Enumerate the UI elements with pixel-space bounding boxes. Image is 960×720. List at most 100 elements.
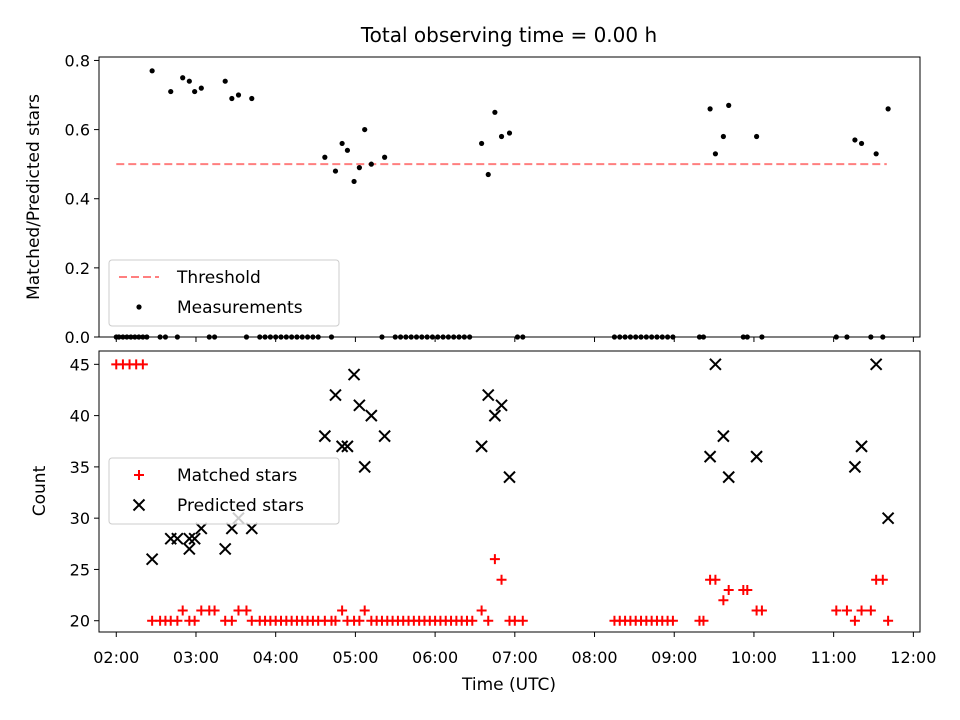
matched-stars-point: [489, 554, 500, 565]
predicted-stars-point: [195, 522, 208, 535]
predicted-stars-point: [475, 440, 488, 453]
measurement-point: [479, 140, 485, 147]
matched-stars-point: [831, 605, 842, 616]
matched-stars-point: [209, 605, 220, 616]
y-tick-label: 0.0: [65, 328, 90, 347]
legend-label: Predicted stars: [177, 496, 304, 516]
legend-predicted-swatch: [132, 498, 146, 512]
measurement-point: [198, 85, 204, 91]
ratio-plot-frame: [98, 56, 921, 338]
predicted-stars-point: [358, 460, 371, 474]
x-tick-label: 02:00: [93, 648, 139, 667]
matched-stars-point: [354, 615, 365, 626]
matched-stars-point: [189, 615, 200, 626]
measurement-point: [726, 102, 732, 108]
predicted-stars-point: [347, 368, 361, 381]
y-tick-label: 0.6: [65, 121, 90, 140]
x-tick-label: 04:00: [253, 648, 299, 667]
predicted-stars-point: [188, 532, 201, 545]
legend-frame: [108, 457, 340, 525]
measurement-point: [858, 140, 865, 147]
matched-stars-point: [226, 615, 237, 626]
predicted-stars-point: [218, 542, 232, 556]
x-tick-label: 06:00: [412, 648, 458, 667]
matched-stars-point: [667, 615, 678, 626]
predicted-stars-point: [869, 358, 883, 371]
y-tick-label: 45: [70, 355, 90, 374]
measurement-point: [852, 137, 858, 143]
measurement-point: [712, 151, 719, 157]
measurement-point: [707, 106, 713, 112]
measurement-point: [249, 95, 255, 102]
legend-frame: [108, 259, 340, 327]
predicted-stars-point: [703, 450, 717, 463]
y-tick-label: 20: [70, 612, 90, 631]
matched-stars-point: [865, 605, 876, 616]
measurement-point: [368, 161, 374, 167]
ratio-legend: Threshold Measurements: [108, 259, 340, 327]
matched-stars-point: [137, 359, 148, 370]
x-tick-label: 07:00: [492, 648, 538, 667]
predicted-stars-point: [353, 399, 366, 412]
measurement-point: [229, 95, 235, 102]
x-tick-label: 03:00: [173, 648, 219, 667]
matched-stars-point: [517, 615, 528, 626]
predicted-stars-point: [171, 532, 184, 545]
predicted-stars-point: [318, 429, 332, 443]
matched-stars-point: [476, 605, 487, 616]
predicted-stars-point: [183, 532, 196, 545]
predicted-stars-point: [881, 511, 895, 525]
y-tick-label: 35: [70, 458, 90, 477]
matched-stars-point: [718, 595, 729, 606]
predicted-stars-point: [183, 542, 196, 556]
predicted-stars-point: [482, 388, 495, 402]
matched-stars-point: [698, 615, 709, 626]
matched-stars-point: [841, 605, 852, 616]
count-plot-frame: [98, 350, 921, 633]
matched-stars-point: [359, 605, 370, 616]
measurement-point: [506, 130, 513, 136]
measurement-point: [168, 88, 174, 95]
y-tick-label: 0.8: [65, 51, 90, 70]
predicted-stars-point: [245, 522, 258, 535]
measurement-point: [149, 68, 155, 74]
legend-label: Measurements: [177, 298, 303, 318]
predicted-stars-point: [717, 429, 730, 443]
count-y-axis-label: Count: [30, 465, 50, 516]
measurement-point: [339, 140, 345, 147]
x-axis-label: Time (UTC): [461, 675, 556, 695]
predicted-stars-point: [225, 522, 239, 535]
chart-title: Total observing time = 0.00 h: [360, 23, 657, 47]
matched-stars-point: [337, 605, 348, 616]
y-tick-label: 25: [70, 560, 90, 579]
matched-stars-point: [330, 615, 341, 626]
measurement-point: [362, 126, 368, 133]
predicted-stars-point: [722, 470, 735, 484]
measurement-point: [753, 133, 760, 140]
matched-stars-point: [710, 574, 721, 585]
predicted-stars-point: [495, 399, 508, 412]
predicted-stars-point: [503, 470, 516, 484]
measurement-point: [180, 75, 186, 81]
matched-stars-point: [877, 574, 888, 585]
count-y-axis: 20 25 30 35 40 45: [70, 355, 99, 631]
ratio-panel: 0.00.20.40.60.8 Matched/Predicted stars …: [24, 51, 921, 347]
legend-label: Matched stars: [177, 466, 297, 486]
legend-label: Threshold: [176, 268, 261, 288]
matched-stars-point: [467, 615, 478, 626]
matched-stars-point: [849, 615, 860, 626]
predicted-stars-point: [365, 409, 378, 422]
measurement-point: [492, 109, 498, 115]
measurement-point: [322, 154, 328, 160]
measurement-point: [235, 92, 242, 98]
predicted-stars-point: [848, 460, 862, 474]
x-tick-label: 09:00: [651, 648, 697, 667]
measurement-point: [873, 151, 879, 157]
predicted-stars-point: [335, 440, 349, 453]
ratio-y-axis-label: Matched/Predicted stars: [24, 94, 44, 300]
ratio-marks: [113, 68, 891, 340]
measurement-point: [344, 147, 351, 153]
matched-stars-point: [723, 584, 734, 595]
predicted-stars-point: [488, 409, 502, 422]
